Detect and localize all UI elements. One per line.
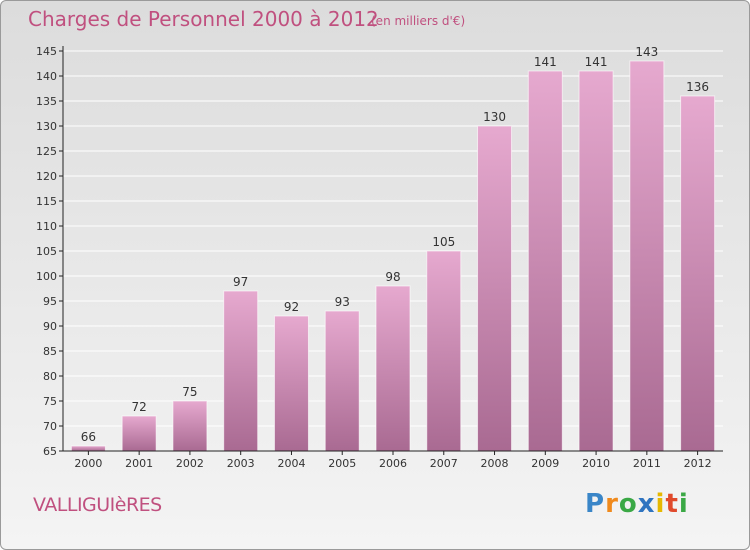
x-tick-label: 2001	[125, 457, 153, 470]
x-tick-label: 2000	[74, 457, 102, 470]
bar-2000	[70, 445, 106, 452]
y-tick-label: 105	[36, 245, 57, 258]
y-tick-label: 90	[43, 320, 57, 333]
x-tick-label: 2009	[531, 457, 559, 470]
bars	[70, 60, 716, 452]
bar-2009	[527, 70, 563, 452]
value-label: 130	[483, 110, 506, 124]
bar-2005	[324, 310, 360, 452]
x-tick-label: 2012	[684, 457, 712, 470]
value-label: 105	[432, 235, 455, 249]
y-tick-label: 100	[36, 270, 57, 283]
value-label: 93	[335, 295, 350, 309]
axes	[59, 46, 723, 455]
y-tick-label: 95	[43, 295, 57, 308]
bar-2003	[223, 290, 259, 452]
y-tick-label: 135	[36, 95, 57, 108]
logo-letter: r	[605, 489, 619, 519]
logo-letter: i	[678, 489, 689, 519]
x-tick-label: 2005	[328, 457, 356, 470]
y-tick-label: 115	[36, 195, 57, 208]
value-label: 92	[284, 300, 299, 314]
value-label: 75	[182, 385, 197, 399]
y-tick-label: 75	[43, 395, 57, 408]
bar-2012	[680, 95, 716, 452]
y-tick-label: 70	[43, 420, 57, 433]
bar-2001	[121, 415, 157, 452]
x-tick-label: 2002	[176, 457, 204, 470]
x-tick-label: 2003	[227, 457, 255, 470]
x-tick-label: 2010	[582, 457, 610, 470]
bar-2010	[578, 70, 614, 452]
chart-subtitle: (en milliers d'€)	[371, 14, 466, 28]
y-tick-label: 145	[36, 45, 57, 58]
value-label: 98	[385, 270, 400, 284]
bar-2006	[375, 285, 411, 452]
logo-letter: o	[618, 489, 638, 519]
value-label: 141	[534, 55, 557, 69]
bar-2004	[273, 315, 309, 452]
labels: 65 70 75 80 85 90 95 100 105 110 115 120 125 130 135 14…	[36, 45, 712, 470]
x-tick-label: 2006	[379, 457, 407, 470]
y-tick-label: 85	[43, 345, 57, 358]
y-tick-label: 65	[43, 445, 57, 458]
x-tick-label: 2008	[481, 457, 509, 470]
y-tick-label: 130	[36, 120, 57, 133]
y-tick-label: 125	[36, 145, 57, 158]
logo-letter: t	[665, 489, 679, 519]
logo-letter: P	[585, 489, 606, 519]
bar-2011	[629, 60, 665, 452]
value-label: 72	[132, 400, 147, 414]
y-tick-label: 140	[36, 70, 57, 83]
y-tick-label: 80	[43, 370, 57, 383]
bar-2007	[426, 250, 462, 452]
value-label: 136	[686, 80, 709, 94]
x-tick-label: 2004	[277, 457, 305, 470]
value-label: 141	[585, 55, 608, 69]
bar-2008	[477, 125, 513, 452]
commune-name: VALLIGUIèRES	[33, 494, 162, 516]
x-tick-label: 2007	[430, 457, 458, 470]
bar-2002	[172, 400, 208, 452]
value-label: 143	[635, 45, 658, 59]
logo-letter: i	[655, 489, 666, 519]
y-tick-label: 110	[36, 220, 57, 233]
proxiti-logo[interactable]: Proxiti	[585, 489, 689, 519]
y-tick-label: 120	[36, 170, 57, 183]
x-tick-label: 2011	[633, 457, 661, 470]
value-label: 97	[233, 275, 248, 289]
value-label: 66	[81, 430, 96, 444]
chart-title: Charges de Personnel 2000 à 2012	[28, 7, 379, 31]
logo-letter: x	[637, 489, 656, 519]
